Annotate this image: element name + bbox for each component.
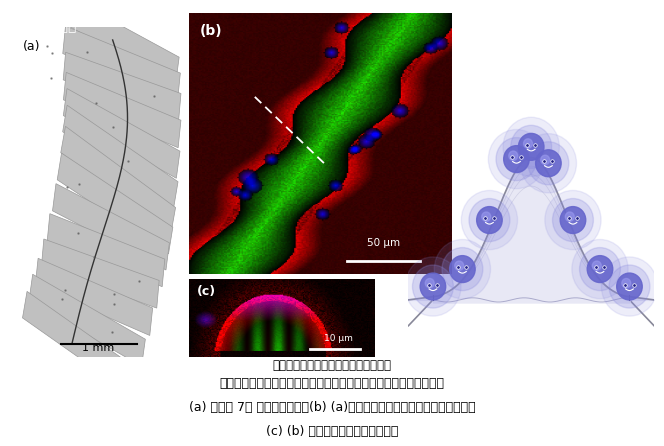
Circle shape	[509, 151, 518, 161]
Circle shape	[496, 137, 537, 181]
Circle shape	[572, 240, 628, 299]
Circle shape	[442, 248, 483, 291]
Circle shape	[450, 256, 475, 282]
Circle shape	[425, 278, 434, 288]
Circle shape	[469, 198, 510, 242]
Polygon shape	[62, 0, 179, 84]
Circle shape	[504, 146, 529, 173]
Circle shape	[592, 261, 602, 270]
Polygon shape	[63, 52, 181, 121]
Circle shape	[587, 256, 613, 282]
Text: (c): (c)	[197, 285, 216, 298]
Text: 10 μm: 10 μm	[323, 334, 353, 343]
Circle shape	[602, 257, 657, 316]
Polygon shape	[47, 214, 165, 287]
Circle shape	[521, 134, 576, 193]
Text: (b): (b)	[200, 24, 222, 38]
Circle shape	[405, 257, 461, 316]
Polygon shape	[62, 105, 178, 208]
Polygon shape	[52, 184, 169, 270]
Polygon shape	[57, 153, 173, 254]
Circle shape	[552, 198, 594, 242]
Circle shape	[455, 261, 463, 270]
Circle shape	[536, 150, 561, 177]
Circle shape	[477, 206, 502, 234]
Circle shape	[488, 129, 544, 189]
Circle shape	[565, 212, 574, 221]
Polygon shape	[41, 239, 159, 308]
Text: 3日後: 3日後	[50, 18, 76, 32]
Circle shape	[420, 273, 446, 300]
Text: 50 μm: 50 μm	[367, 238, 400, 248]
Circle shape	[519, 133, 544, 160]
Circle shape	[412, 265, 454, 308]
Polygon shape	[63, 88, 180, 178]
Circle shape	[609, 265, 650, 308]
Circle shape	[503, 117, 559, 177]
Polygon shape	[63, 26, 181, 101]
Polygon shape	[23, 291, 137, 396]
Text: (c) (b) の点線部における断面画像: (c) (b) の点線部における断面画像	[266, 425, 398, 438]
Circle shape	[528, 142, 569, 185]
Polygon shape	[61, 126, 175, 234]
Polygon shape	[29, 274, 145, 366]
Circle shape	[560, 206, 586, 234]
Text: 1 mm: 1 mm	[82, 343, 114, 354]
Circle shape	[617, 273, 642, 300]
Polygon shape	[64, 72, 181, 148]
Text: (a): (a)	[23, 40, 41, 53]
Circle shape	[511, 125, 552, 169]
Circle shape	[461, 190, 517, 250]
Circle shape	[580, 248, 620, 291]
Circle shape	[482, 212, 491, 221]
Circle shape	[434, 240, 491, 299]
Text: 赤：細胞骨格、青：細胞核、緑：薄膜: 赤：細胞骨格、青：細胞核、緑：薄膜	[272, 359, 392, 372]
Circle shape	[545, 190, 601, 250]
Text: 図５　わずか３日で形成した、肉眼でも見えるような巨大なヒダ。: 図５ わずか３日で形成した、肉眼でも見えるような巨大なヒダ。	[220, 377, 444, 390]
Text: (a) 全長約 7㎜ の全体像写真、(b) (a)の一部を蛍光顕微鏡で観察した画像、: (a) 全長約 7㎜ の全体像写真、(b) (a)の一部を蛍光顕微鏡で観察した画…	[189, 401, 475, 414]
Circle shape	[540, 155, 550, 165]
Polygon shape	[35, 258, 153, 335]
Circle shape	[523, 139, 533, 148]
Circle shape	[622, 278, 631, 288]
